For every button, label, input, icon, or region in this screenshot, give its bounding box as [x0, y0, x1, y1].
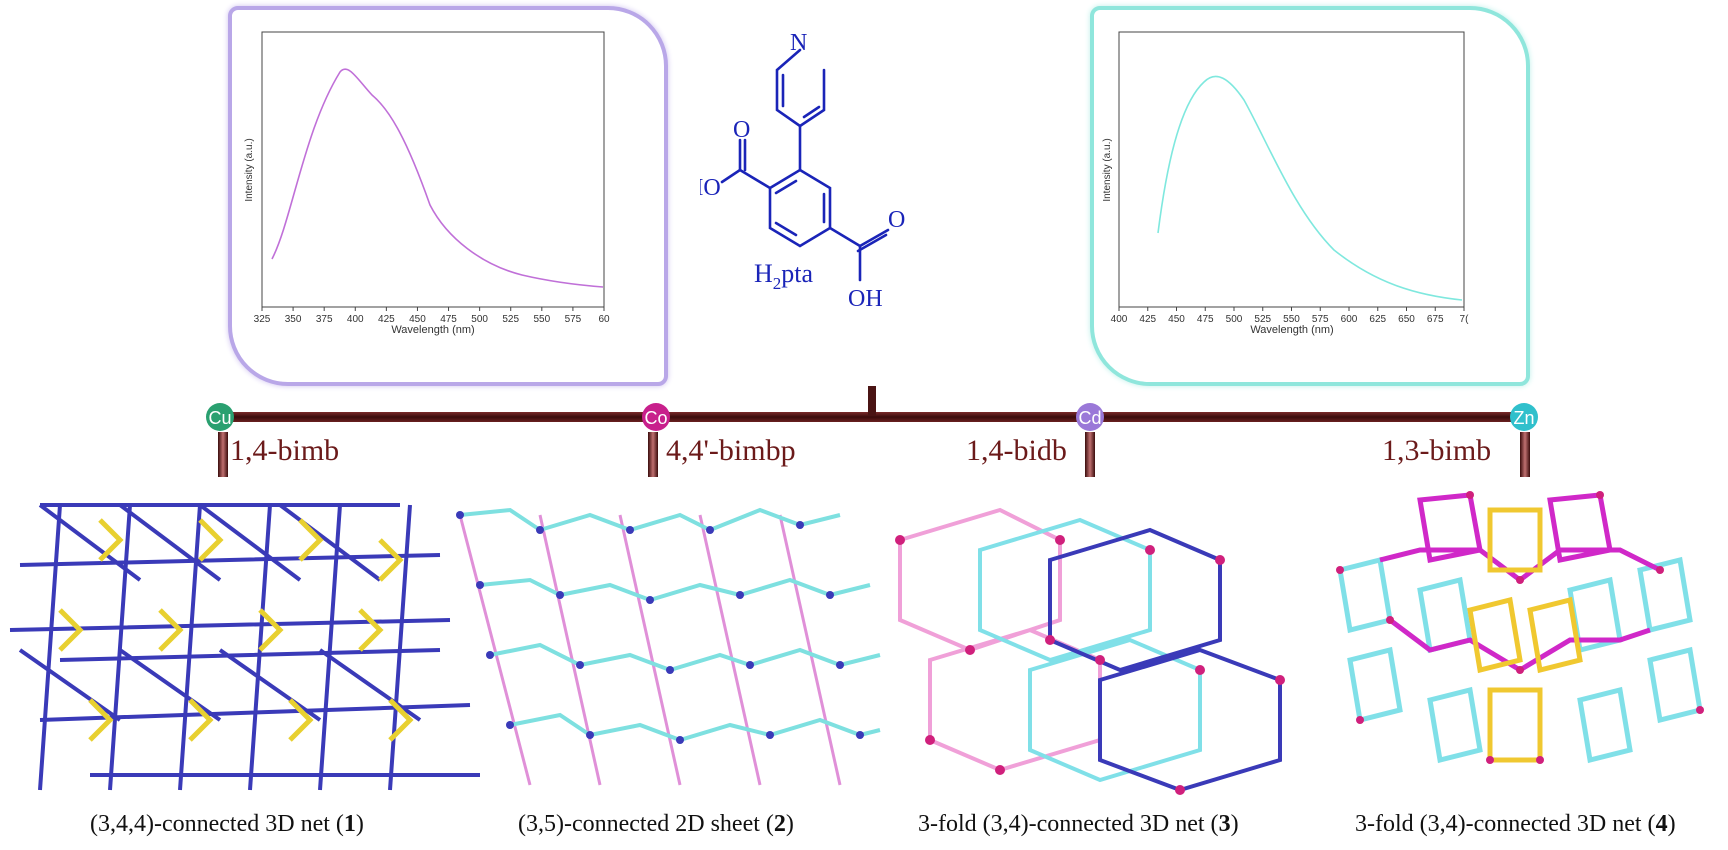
spectrum-left-curve	[271, 68, 604, 288]
x-tick-label: 350	[285, 314, 302, 325]
x-tick-label: 400	[1111, 314, 1128, 325]
x-tick-label: 325	[254, 314, 271, 325]
x-tick-label: 550	[1283, 314, 1300, 325]
ligand-label-cu: 1,4-bimb	[230, 434, 340, 467]
x-tick-label: 475	[1197, 314, 1214, 325]
ligand-label-zn: 1,3-bimb	[1382, 434, 1492, 467]
x-tick-label: 500	[1226, 314, 1243, 325]
metal-node-zn	[1510, 403, 1538, 431]
x-tick-label: 675	[1427, 314, 1444, 325]
x-tick-label: 525	[502, 314, 519, 325]
oxygen-label-top: O	[733, 117, 750, 143]
x-tick-label: 7(	[1460, 314, 1470, 325]
metal-symbol-cd: Cd	[1078, 408, 1101, 428]
x-tick-label: 575	[565, 314, 582, 325]
x-tick-label: 500	[471, 314, 488, 325]
metal-node-cd	[1076, 403, 1104, 431]
hydroxyl-label-right: OH	[848, 286, 883, 312]
caption-structure-4: 3-fold (3,4)-connected 3D net (4)	[1355, 811, 1676, 837]
structure-3-net	[895, 507, 1285, 795]
oxygen-label-right: O	[888, 207, 905, 233]
structure-2-net	[456, 507, 881, 786]
y-axis-label: Intensity (a.u.)	[244, 138, 255, 201]
x-tick-label: 375	[316, 314, 333, 325]
x-tick-label: 575	[1312, 314, 1329, 325]
structure-4-net	[1336, 491, 1704, 764]
x-tick-label: 60	[598, 314, 610, 325]
metal-node-co	[642, 403, 670, 431]
nitrogen-label: N	[790, 30, 807, 56]
spectrum-right-panel: 400 425 450 475 500 525 550 575 600 625 650 675 7( W…	[1090, 6, 1530, 386]
spectrum-right-curve	[1157, 75, 1463, 301]
ligand-structure: N O HO O OH H2pta	[700, 30, 905, 312]
hydroxyl-label-left: HO	[700, 175, 721, 201]
ligand-name: H2pta	[754, 259, 814, 293]
x-tick-label: 600	[1341, 314, 1358, 325]
x-tick-label: 550	[533, 314, 550, 325]
x-tick-label: 425	[1139, 314, 1156, 325]
caption-structure-2: (3,5)-connected 2D sheet (2)	[518, 811, 794, 837]
y-axis-label: Intensity (a.u.)	[1102, 138, 1113, 201]
ligand-label-cd: 1,4-bidb	[966, 434, 1067, 467]
metal-symbol-co: Co	[644, 408, 667, 428]
x-tick-label: 450	[1168, 314, 1185, 325]
x-tick-labels: 325 350 375 400 425 450 475 500 525 550 575 60	[254, 307, 610, 325]
caption-structure-1: (3,4,4)-connected 3D net (1)	[90, 811, 364, 837]
structure-1-net	[9, 503, 480, 791]
x-axis-label: Wavelength (nm)	[391, 324, 474, 336]
metal-node-cu	[206, 403, 234, 431]
metal-symbol-cu: Cu	[208, 408, 231, 428]
caption-structure-3: 3-fold (3,4)-connected 3D net (3)	[918, 811, 1239, 837]
spectrum-left-panel: 325 350 375 400 425 450 475 500 525 550 575 60 Wave…	[228, 6, 668, 386]
x-tick-label: 650	[1398, 314, 1415, 325]
x-axis-label: Wavelength (nm)	[1250, 324, 1333, 336]
ligand-label-co: 4,4'-bimbp	[666, 434, 796, 467]
metal-timeline: Cu Co Cd Zn	[206, 386, 1538, 477]
x-tick-label: 450	[409, 314, 426, 325]
x-tick-label: 525	[1254, 314, 1271, 325]
x-tick-label: 625	[1369, 314, 1386, 325]
x-tick-label: 475	[440, 314, 457, 325]
x-tick-label: 400	[347, 314, 364, 325]
metal-symbol-zn: Zn	[1513, 408, 1534, 428]
x-tick-labels: 400 425 450 475 500 525 550 575 600 625 650 675 7(	[1111, 307, 1469, 325]
x-tick-label: 425	[378, 314, 395, 325]
